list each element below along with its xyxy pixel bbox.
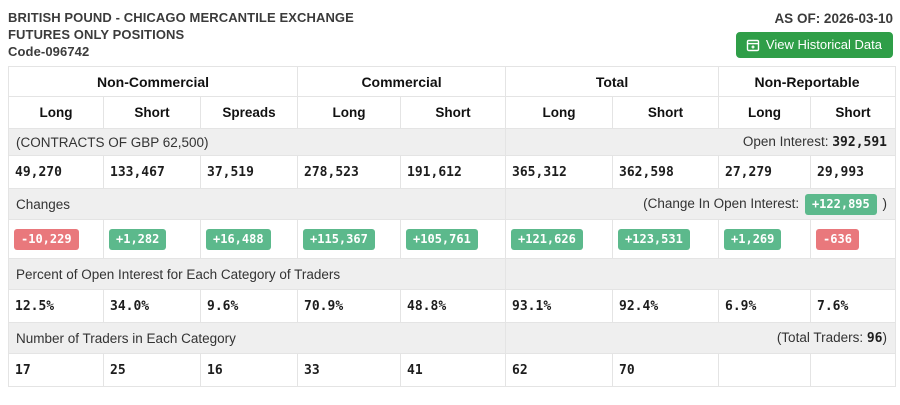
change-badge: +123,531 (618, 228, 690, 250)
view-historical-data-label: View Historical Data (765, 37, 882, 52)
percent-value-cell: 92.4% (612, 289, 720, 323)
changes-band-row: Changes (Change In Open Interest: +122,8… (7, 188, 897, 220)
change-open-interest-cell: (Change In Open Interest: +122,895 ) (505, 188, 897, 220)
position-value-cell: 191,612 (400, 155, 507, 189)
change-cell: +1,282 (103, 219, 201, 259)
change-badge: +16,488 (206, 228, 271, 250)
change-cell: +123,531 (612, 219, 720, 259)
positions-row: 49,270 133,467 37,519 278,523 191,612 36… (8, 155, 897, 189)
traders-count-cell: 17 (8, 353, 104, 387)
change-cell: -10,229 (8, 219, 104, 259)
change-cell: +1,269 (718, 219, 812, 259)
col-header-nc-long: Long (8, 96, 104, 129)
calendar-plus-icon (746, 38, 760, 52)
change-cell: +115,367 (297, 219, 402, 259)
group-header-commercial: Commercial (297, 66, 507, 97)
open-interest-label: Open Interest: (742, 134, 829, 149)
group-header-total: Total (505, 66, 720, 97)
report-title-line1: BRITISH POUND - CHICAGO MERCANTILE EXCHA… (8, 10, 354, 25)
percent-band-row: Percent of Open Interest for Each Catego… (7, 258, 897, 290)
traders-count-cell (718, 353, 812, 387)
group-header-non-commercial: Non-Commercial (7, 66, 299, 97)
change-oi-prefix: (Change In Open Interest: (643, 195, 800, 211)
view-historical-data-button[interactable]: View Historical Data (735, 32, 893, 58)
changes-row: -10,229 +1,282 +16,488 +115,367 +105,761… (8, 219, 897, 259)
contract-unit-label: (CONTRACTS OF GBP 62,500) (7, 128, 507, 156)
change-oi-badge: +122,895 (804, 193, 877, 215)
traders-count-cell: 62 (505, 353, 614, 387)
position-value-cell: 133,467 (103, 155, 201, 189)
col-header-nr-short: Short (810, 96, 897, 129)
position-value-cell: 362,598 (612, 155, 720, 189)
column-header-row: Long Short Spreads Long Short Long Short… (8, 96, 897, 129)
total-traders-cell: (Total Traders: 96) (505, 322, 897, 354)
position-value-cell: 49,270 (8, 155, 104, 189)
change-badge: -636 (816, 228, 859, 250)
traders-band-label: Number of Traders in Each Category (7, 322, 507, 354)
percent-value-cell: 6.9% (718, 289, 812, 323)
traders-count-cell: 16 (199, 353, 299, 387)
report-title: BRITISH POUND - CHICAGO MERCANTILE EXCHA… (8, 9, 354, 60)
change-badge: -10,229 (14, 228, 79, 250)
changes-label: Changes (7, 188, 507, 220)
percents-row: 12.5% 34.0% 9.6% 70.9% 48.8% 93.1% 92.4%… (8, 289, 897, 323)
open-interest-value: 392,591 (832, 135, 888, 150)
total-traders-suffix: ) (882, 330, 888, 345)
change-cell: +16,488 (199, 219, 299, 259)
traders-count-cell: 70 (612, 353, 720, 387)
change-oi-suffix: ) (882, 195, 888, 211)
change-cell: +105,761 (400, 219, 507, 259)
change-cell: +121,626 (505, 219, 614, 259)
change-cell: -636 (810, 219, 897, 259)
traders-count-cell (810, 353, 897, 387)
open-interest-cell: Open Interest: 392,591 (505, 128, 897, 156)
percent-band-spacer (505, 258, 897, 290)
percent-value-cell: 7.6% (810, 289, 897, 323)
position-value-cell: 37,519 (199, 155, 299, 189)
col-header-c-short: Short (400, 96, 507, 129)
col-header-t-short: Short (612, 96, 720, 129)
percent-value-cell: 34.0% (103, 289, 201, 323)
percent-value-cell: 48.8% (400, 289, 507, 323)
total-traders-value: 96 (866, 331, 883, 346)
percent-band-label: Percent of Open Interest for Each Catego… (7, 258, 507, 290)
traders-row: 17 25 16 33 41 62 70 (8, 353, 897, 387)
total-traders-prefix: (Total Traders: (776, 330, 864, 345)
position-value-cell: 365,312 (505, 155, 614, 189)
change-badge: +105,761 (406, 228, 478, 250)
cot-futures-table: Non-Commercial Commercial Total Non-Repo… (7, 66, 897, 387)
position-value-cell: 29,993 (810, 155, 897, 189)
traders-count-cell: 41 (400, 353, 507, 387)
col-header-nc-short: Short (103, 96, 201, 129)
report-code: Code-096742 (8, 44, 90, 59)
col-header-t-long: Long (505, 96, 614, 129)
group-header-non-reportable: Non-Reportable (718, 66, 897, 97)
traders-count-cell: 25 (103, 353, 201, 387)
percent-value-cell: 70.9% (297, 289, 402, 323)
col-header-nr-long: Long (718, 96, 812, 129)
change-badge: +1,269 (724, 228, 782, 250)
col-header-nc-spreads: Spreads (199, 96, 299, 129)
col-header-c-long: Long (297, 96, 402, 129)
as-of-date: AS OF: 2026-03-10 (774, 11, 893, 26)
change-badge: +1,282 (109, 228, 167, 250)
percent-value-cell: 9.6% (199, 289, 299, 323)
percent-value-cell: 12.5% (8, 289, 104, 323)
contracts-band-row: (CONTRACTS OF GBP 62,500) Open Interest:… (7, 128, 897, 156)
group-header-row: Non-Commercial Commercial Total Non-Repo… (7, 66, 897, 97)
change-badge: +115,367 (303, 228, 375, 250)
change-badge: +121,626 (511, 228, 583, 250)
percent-value-cell: 93.1% (505, 289, 614, 323)
traders-count-cell: 33 (297, 353, 402, 387)
position-value-cell: 278,523 (297, 155, 402, 189)
traders-band-row: Number of Traders in Each Category (Tota… (7, 322, 897, 354)
page-header: BRITISH POUND - CHICAGO MERCANTILE EXCHA… (0, 0, 900, 66)
report-title-line2: FUTURES ONLY POSITIONS (8, 27, 185, 42)
position-value-cell: 27,279 (718, 155, 812, 189)
